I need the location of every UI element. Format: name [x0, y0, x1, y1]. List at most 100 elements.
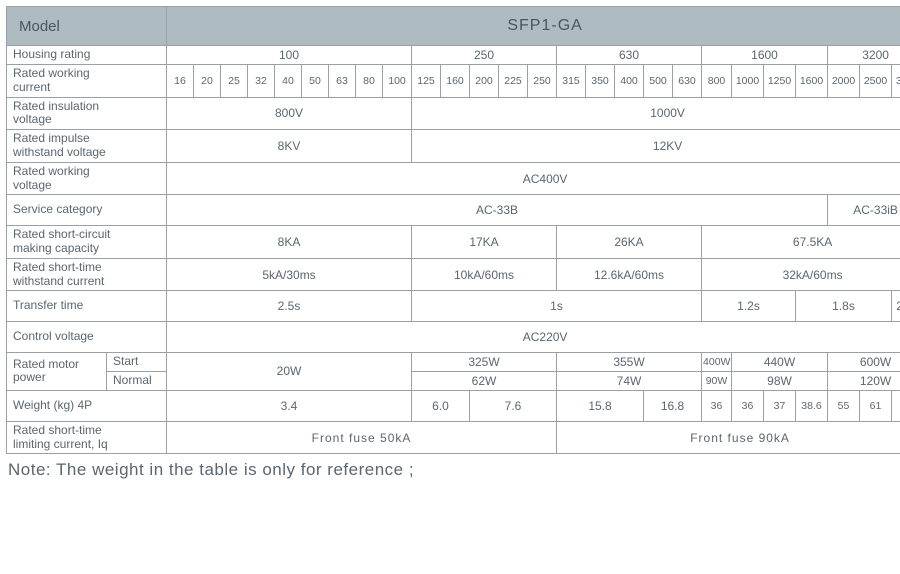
footnote: Note: The weight in the table is only fo… [6, 454, 894, 480]
rc-4: 40 [275, 65, 302, 98]
rc-13: 250 [528, 65, 557, 98]
rc-25: 3200 [892, 65, 900, 98]
short-time-label: Rated short-timewithstand current [7, 258, 167, 291]
control-voltage-row: Control voltage AC220V [7, 322, 900, 353]
motor-start-label: Start [107, 352, 167, 371]
service-category-row: Service category AC-33B AC-33iB [7, 195, 900, 226]
weight-v6: 36 [732, 390, 764, 421]
short-time-row: Rated short-timewithstand current 5kA/30… [7, 258, 900, 291]
rc-12: 225 [499, 65, 528, 98]
weight-row: Weight (kg) 4P 3.4 6.0 7.6 15.8 16.8 36 … [7, 390, 900, 421]
transfer-time-v4: 2.4s [892, 291, 900, 322]
transfer-time-v0: 2.5s [167, 291, 412, 322]
rc-3: 32 [248, 65, 275, 98]
short-time-v2: 12.6kA/60ms [557, 258, 702, 291]
insulation-row: Rated insulationvoltage 800V 1000V [7, 97, 900, 130]
short-circuit-label: Rated short-circuitmaking capacity [7, 226, 167, 259]
housing-rating-v0: 100 [167, 46, 412, 65]
limiting-v1: Front fuse 90kA [557, 421, 900, 454]
header-row: Model SFP1-GA [7, 7, 900, 46]
weight-v4: 16.8 [644, 390, 702, 421]
housing-rating-row: Housing rating 100 250 630 1600 3200 [7, 46, 900, 65]
rc-14: 315 [557, 65, 586, 98]
transfer-time-label: Transfer time [7, 291, 167, 322]
short-circuit-v1: 17KA [412, 226, 557, 259]
control-voltage-label: Control voltage [7, 322, 167, 353]
short-time-v0: 5kA/30ms [167, 258, 412, 291]
rc-21: 1250 [764, 65, 796, 98]
service-category-v0: AC-33B [167, 195, 828, 226]
housing-rating-label: Housing rating [7, 46, 167, 65]
weight-v9: 55 [828, 390, 860, 421]
rated-current-label: Rated workingcurrent [7, 65, 167, 98]
weight-v11: 67 [892, 390, 900, 421]
housing-rating-v3: 1600 [702, 46, 828, 65]
impulse-v0: 8KV [167, 130, 412, 163]
service-category-label: Service category [7, 195, 167, 226]
motor-power-label: Rated motorpower [7, 352, 107, 390]
rc-2: 25 [221, 65, 248, 98]
transfer-time-row: Transfer time 2.5s 1s 1.2s 1.8s 2.4s [7, 291, 900, 322]
motor-start-v1: 325W [412, 352, 557, 371]
insulation-v0: 800V [167, 97, 412, 130]
rc-6: 63 [329, 65, 356, 98]
limiting-v0: Front fuse 50kA [167, 421, 557, 454]
housing-rating-v2: 630 [557, 46, 702, 65]
rc-1: 20 [194, 65, 221, 98]
rc-22: 1600 [796, 65, 828, 98]
short-circuit-v0: 8KA [167, 226, 412, 259]
weight-v10: 61 [860, 390, 892, 421]
weight-v7: 37 [764, 390, 796, 421]
motor-normal-v1: 74W [557, 371, 702, 390]
rated-current-row: Rated workingcurrent 16 20 25 32 40 50 6… [7, 65, 900, 98]
rc-23: 2000 [828, 65, 860, 98]
transfer-time-v2: 1.2s [702, 291, 796, 322]
rc-24: 2500 [860, 65, 892, 98]
weight-v1: 6.0 [412, 390, 470, 421]
motor-start-v3: 400W [702, 352, 732, 371]
rc-5: 50 [302, 65, 329, 98]
motor-start-v4: 440W [732, 352, 828, 371]
housing-rating-v4: 3200 [828, 46, 900, 65]
transfer-time-v1: 1s [412, 291, 702, 322]
short-time-v3: 32kA/60ms [702, 258, 900, 291]
limiting-label: Rated short-timelimiting current, Iq [7, 421, 167, 454]
impulse-row: Rated impulsewithstand voltage 8KV 12KV [7, 130, 900, 163]
housing-rating-v1: 250 [412, 46, 557, 65]
working-voltage-row: Rated workingvoltage AC400V [7, 162, 900, 195]
rc-19: 800 [702, 65, 732, 98]
rc-17: 500 [644, 65, 673, 98]
impulse-label: Rated impulsewithstand voltage [7, 130, 167, 163]
limiting-row: Rated short-timelimiting current, Iq Fro… [7, 421, 900, 454]
rc-8: 100 [383, 65, 412, 98]
spec-table: Model SFP1-GA Housing rating 100 250 630… [6, 6, 900, 454]
control-voltage-v: AC220V [167, 322, 900, 353]
weight-v3: 15.8 [557, 390, 644, 421]
weight-v2: 7.6 [470, 390, 557, 421]
impulse-v1: 12KV [412, 130, 900, 163]
motor-start-row: Rated motorpower Start 20W 325W 355W 400… [7, 352, 900, 371]
weight-v8: 38.6 [796, 390, 828, 421]
insulation-v1: 1000V [412, 97, 900, 130]
short-time-v1: 10kA/60ms [412, 258, 557, 291]
rc-20: 1000 [732, 65, 764, 98]
motor-normal-v2: 90W [702, 371, 732, 390]
insulation-label: Rated insulationvoltage [7, 97, 167, 130]
motor-normal-label: Normal [107, 371, 167, 390]
rc-0: 16 [167, 65, 194, 98]
motor-normal-v0: 62W [412, 371, 557, 390]
model-value: SFP1-GA [167, 7, 900, 46]
rc-16: 400 [615, 65, 644, 98]
short-circuit-v3: 67.5KA [702, 226, 900, 259]
motor-normal-v3: 98W [732, 371, 828, 390]
motor-start-v2: 355W [557, 352, 702, 371]
rc-9: 125 [412, 65, 441, 98]
working-voltage-v: AC400V [167, 162, 900, 195]
transfer-time-v3: 1.8s [796, 291, 892, 322]
rc-15: 350 [586, 65, 615, 98]
short-circuit-v2: 26KA [557, 226, 702, 259]
weight-v0: 3.4 [167, 390, 412, 421]
rc-11: 200 [470, 65, 499, 98]
short-circuit-row: Rated short-circuitmaking capacity 8KA 1… [7, 226, 900, 259]
motor-start-v0: 20W [167, 352, 412, 390]
